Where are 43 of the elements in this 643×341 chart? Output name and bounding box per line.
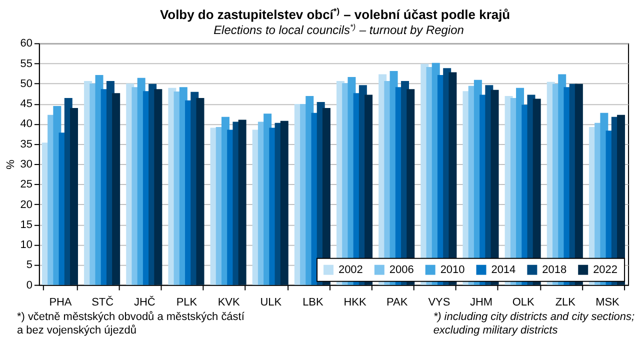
legend-label: 2002 <box>338 264 363 276</box>
y-tick-label: 10 <box>20 239 32 252</box>
legend-label: 2010 <box>440 264 465 276</box>
y-tick-label: 0 <box>26 279 32 292</box>
y-tick-label: 20 <box>20 198 32 211</box>
x-tick-label: STČ <box>92 295 114 308</box>
y-tick-label: 60 <box>20 38 32 50</box>
x-tick-label: PLK <box>176 296 198 308</box>
y-tick-label: 15 <box>20 218 32 231</box>
legend-label: 2018 <box>542 264 567 276</box>
x-tick-label: PHA <box>49 296 72 308</box>
x-tick-label: ZLK <box>555 296 576 308</box>
bar <box>196 98 204 285</box>
legend-label: 2022 <box>593 264 618 276</box>
x-tick-label: OLK <box>512 296 535 308</box>
bar <box>238 120 246 285</box>
y-tick-label: 40 <box>20 118 32 130</box>
bar <box>112 93 120 285</box>
text: *) including city districts and city sections; excluding military districts <box>433 310 634 337</box>
x-tick-label: VYS <box>428 296 450 308</box>
y-tick-label: 35 <box>20 138 32 150</box>
text: *) včetně městských obvodů a městských částí a bez vojenských újezdů <box>16 310 244 337</box>
x-tick-label: JHČ <box>134 295 156 308</box>
x-tick-label: KVK <box>218 296 240 308</box>
chart-title: Volby do zastupitelstev obcí*) – volební účast podle krajů <box>160 6 510 22</box>
x-tick-label: MSK <box>596 296 620 308</box>
bar <box>280 120 288 285</box>
y-axis-title: % <box>5 159 18 170</box>
bar <box>70 108 78 285</box>
y-tick-label: 55 <box>20 58 32 70</box>
bar <box>154 89 162 285</box>
y-tick-label: 5 <box>26 259 32 272</box>
legend-label: 2006 <box>389 264 414 276</box>
y-tick-label: 45 <box>20 98 32 110</box>
x-tick-label: ULK <box>260 296 282 308</box>
x-tick-label: HKK <box>344 296 367 308</box>
x-tick-label: LBK <box>302 296 324 308</box>
y-tick-label: 50 <box>20 78 32 90</box>
x-tick-label: JHM <box>470 296 493 308</box>
x-tick-label: PAK <box>386 296 408 308</box>
y-tick-label: 25 <box>20 178 32 191</box>
y-tick-label: 30 <box>20 158 32 171</box>
legend-label: 2014 <box>491 264 516 276</box>
